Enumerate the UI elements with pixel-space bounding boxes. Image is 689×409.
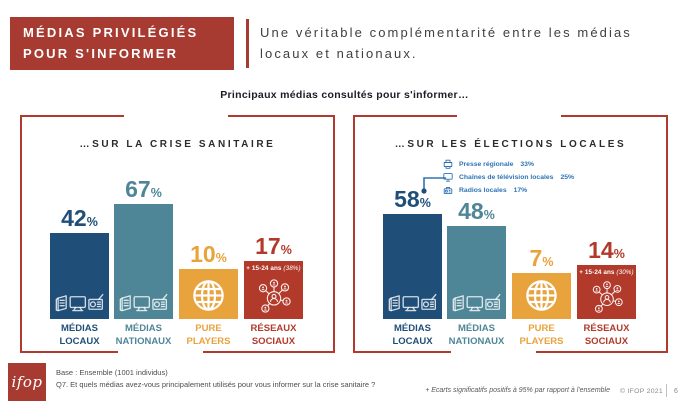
bar-value: 42% [61,205,98,231]
bar-medias-locaux: 58% [383,188,442,319]
box-border [560,115,668,117]
newspaper-tv-radio-icon [452,292,502,314]
bar-label-reseaux-sociaux: RÉSEAUX SOCIAUX [250,323,297,347]
page-number: 6 [674,388,678,395]
age-annotation: + 15-24 ans (30%) [579,269,634,276]
box-border [666,115,668,353]
box-border [353,115,457,117]
box-border [202,351,335,353]
box-border [353,115,355,353]
slide-title-line2: POUR S'INFORMER [23,45,179,61]
bar-value: 17% [255,233,292,259]
globe-icon [523,277,560,314]
breakdown-radios-locales: Radios locales 17% [443,185,574,195]
bar-value: 48% [458,198,495,224]
box-border [20,115,124,117]
slide-subtitle: Une véritable complémentarité entre les … [260,25,632,62]
box-border [353,351,451,353]
bar-label-medias-locaux: MÉDIAS LOCAUX [59,323,100,347]
header-accent-bar [246,19,249,68]
social-network-icon [590,280,624,314]
bar-value: 7% [529,245,554,271]
bar-medias-locaux: 42% [50,207,109,319]
footer-copyright: © IFOP 2021 [620,388,663,395]
box-border [227,115,335,117]
newspaper-tv-radio-icon [55,292,105,314]
footer-question-text: Q7. Et quels médias avez-vous principale… [56,380,376,389]
bar-label-medias-locaux: MÉDIAS LOCAUX [392,323,433,347]
bar-pure-players: 7% [512,247,571,319]
bar-value: 58% [394,186,431,212]
bar-value: 67% [125,176,162,202]
chart-title: …SUR LES ÉLECTIONS LOCALES [394,139,627,150]
chart-crise-sanitaire: …SUR LA CRISE SANITAIRE 42% 67% 10% 17% … [20,115,335,353]
bar-reseaux-sociaux: 17% + 15-24 ans (38%) [244,235,303,319]
radio-icon [443,185,453,195]
medias-locaux-breakdown: Presse régionale 33% Chaînes de télévisi… [443,159,574,195]
bar-label-medias-nationaux: MÉDIAS NATIONAUX [448,323,505,347]
box-border [535,351,668,353]
chart-title: …SUR LA CRISE SANITAIRE [79,139,276,150]
chart-elections-locales: …SUR LES ÉLECTIONS LOCALES Presse région… [353,115,668,353]
bar-reseaux-sociaux: 14% + 15-24 ans (30%) [577,239,636,319]
box-border [20,351,118,353]
social-network-icon [256,278,292,314]
bar-label-medias-nationaux: MÉDIAS NATIONAUX [115,323,172,347]
bar-medias-nationaux: 48% [447,200,506,319]
box-border [333,115,335,353]
bar-medias-nationaux: 67% [114,178,173,319]
press-icon [443,159,453,169]
footer-separator [666,384,667,397]
age-annotation: + 15-24 ans (38%) [246,265,301,272]
newspaper-tv-radio-icon [388,292,438,314]
tv-icon [443,172,453,182]
breakdown-presse-regionale: Presse régionale 33% [443,159,574,169]
bar-value: 14% [588,237,625,263]
callout-connector-line [421,177,446,194]
newspaper-tv-radio-icon [119,292,169,314]
bar-value: 10% [190,241,227,267]
bar-pure-players: 10% [179,243,238,319]
bar-label-reseaux-sociaux: RÉSEAUX SOCIAUX [583,323,630,347]
bar-label-pure-players: PURE PLAYERS [186,323,231,347]
box-border [20,115,22,353]
ifop-logo: ifop [8,363,46,401]
globe-icon [190,277,227,314]
footer-base-text: Base : Ensemble (1001 individus) [56,368,168,377]
bar-label-pure-players: PURE PLAYERS [519,323,564,347]
slide-title: MÉDIAS PRIVILÉGIÉS POUR S'INFORMER [10,17,234,70]
breakdown-tv-locales: Chaînes de télévision locales 25% [443,172,574,182]
footer-significance-note: + Ecarts significatifs positifs à 95% pa… [425,387,610,394]
section-heading: Principaux médias consultés pour s'infor… [220,89,469,101]
slide-title-line1: MÉDIAS PRIVILÉGIÉS [23,25,199,41]
